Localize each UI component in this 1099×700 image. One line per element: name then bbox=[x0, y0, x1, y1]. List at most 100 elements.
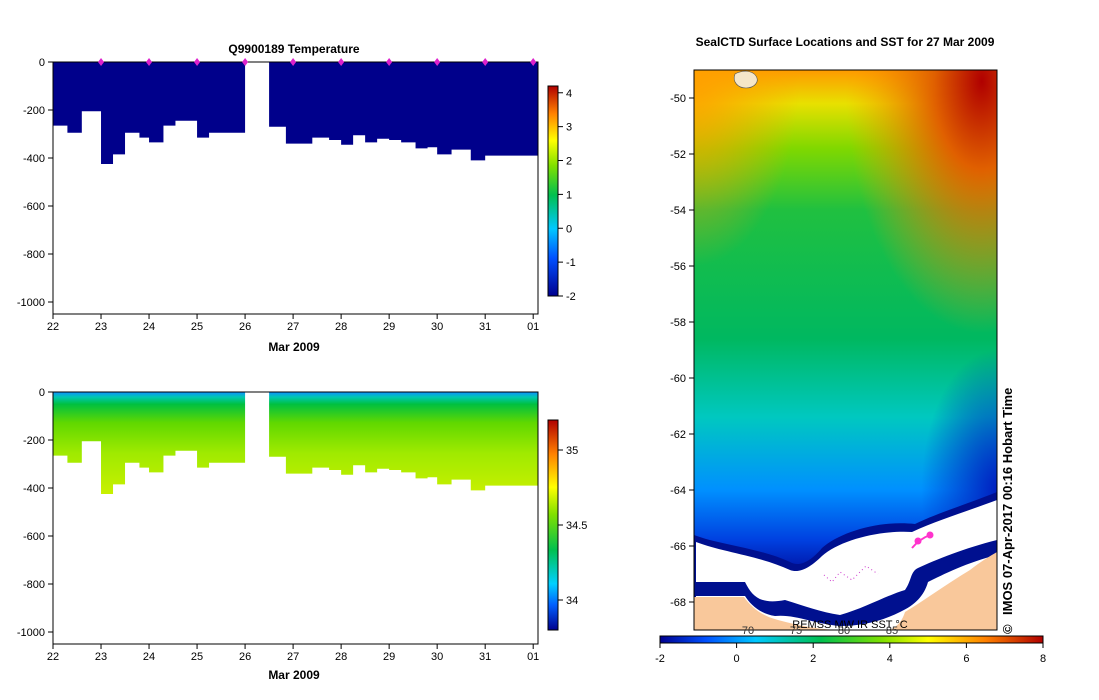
x-tick-label: 01 bbox=[527, 651, 539, 663]
colorbar-tick-label: 34.5 bbox=[566, 520, 587, 532]
map-y-tick-label: -60 bbox=[670, 373, 686, 385]
timestamp-label: IMOS 07-Apr-2017 00:16 Hobart Time bbox=[1000, 388, 1015, 615]
y-tick-label: 0 bbox=[39, 387, 45, 399]
sst-map-title: SealCTD Surface Locations and SST for 27… bbox=[696, 35, 995, 49]
map-y-tick-label: -56 bbox=[670, 261, 686, 273]
colorbar-tick-label: -1 bbox=[566, 257, 576, 269]
x-tick-label: 22 bbox=[47, 651, 59, 663]
salinity-axes: 22 23 24 25 26 27 28 29 30 31 01 0 -200 -400 -600 -800 -… bbox=[17, 387, 539, 663]
map-y-tick-label: -52 bbox=[670, 149, 686, 161]
x-tick-label: 28 bbox=[335, 651, 347, 663]
temperature-field bbox=[53, 62, 538, 164]
sst-overlay-tick-label: 70 bbox=[742, 625, 754, 637]
salinity-panel: 22 23 24 25 26 27 28 29 30 31 01 0 -200 -400 -600 -800 -… bbox=[17, 387, 588, 682]
sst-colorbar-tick-label: -2 bbox=[655, 653, 665, 665]
x-tick-label: 30 bbox=[431, 651, 443, 663]
track-point bbox=[914, 537, 922, 545]
sea-ice bbox=[696, 500, 997, 630]
y-tick-label: -200 bbox=[23, 105, 45, 117]
colorbar-tick-label: 4 bbox=[566, 88, 572, 100]
temperature-colorbar-ticks: -2 -1 0 1 2 3 4 bbox=[558, 88, 576, 303]
sst-colorbar-ticks: -2 0 2 4 6 8 70 75 80 85 bbox=[655, 625, 1046, 665]
y-tick-label: -400 bbox=[23, 483, 45, 495]
profile-mark bbox=[290, 58, 297, 66]
sst-colorbar-tick-label: 2 bbox=[810, 653, 816, 665]
sst-colorbar-tick-label: 0 bbox=[734, 653, 740, 665]
land-east bbox=[890, 552, 997, 630]
y-tick-label: -600 bbox=[23, 201, 45, 213]
sst-colorbar bbox=[659, 635, 1044, 644]
y-tick-label: -800 bbox=[23, 249, 45, 261]
sst-map-frame bbox=[693, 69, 998, 631]
y-tick-label: -800 bbox=[23, 579, 45, 591]
x-tick-label: 23 bbox=[95, 321, 107, 333]
sst-colorbar-tick-label: 6 bbox=[963, 653, 969, 665]
x-tick-label: 25 bbox=[191, 651, 203, 663]
sst-overlay-tick-label: 75 bbox=[790, 625, 802, 637]
x-tick-label: 01 bbox=[527, 321, 539, 333]
profile-mark bbox=[482, 58, 489, 66]
x-tick-label: 26 bbox=[239, 651, 251, 663]
island bbox=[733, 70, 758, 89]
y-tick-label: -400 bbox=[23, 153, 45, 165]
land-west bbox=[694, 597, 842, 630]
x-tick-label: 23 bbox=[95, 651, 107, 663]
y-tick-label: -200 bbox=[23, 435, 45, 447]
salinity-plot-frame bbox=[52, 391, 539, 645]
x-tick-label: 24 bbox=[143, 651, 155, 663]
coastal-band bbox=[694, 540, 997, 626]
temperature-axes: 22 23 24 25 26 27 28 29 30 31 01 0 -200 -400 -600 -800 -… bbox=[17, 57, 539, 333]
sst-overlay-tick-label: 85 bbox=[886, 625, 898, 637]
track-point bbox=[926, 531, 934, 539]
x-tick-label: 24 bbox=[143, 321, 155, 333]
map-y-tick-label: -50 bbox=[670, 93, 686, 105]
profile-mark bbox=[434, 58, 441, 66]
colorbar-tick-label: -2 bbox=[566, 291, 576, 303]
salinity-colorbar bbox=[547, 419, 559, 631]
colorbar-tick-label: 35 bbox=[566, 445, 578, 457]
sst-overlay-tick-label: 80 bbox=[838, 625, 850, 637]
y-tick-label: -1000 bbox=[17, 627, 45, 639]
map-y-tick-label: -62 bbox=[670, 429, 686, 441]
colorbar-tick-label: 3 bbox=[566, 122, 572, 134]
x-tick-label: 29 bbox=[383, 321, 395, 333]
map-y-tick-label: -64 bbox=[670, 485, 686, 497]
sst-credit: REMSS MW IR SST °C bbox=[792, 619, 907, 631]
x-tick-label: 31 bbox=[479, 321, 491, 333]
temperature-xlabel: Mar 2009 bbox=[268, 340, 320, 354]
y-tick-label: 0 bbox=[39, 57, 45, 69]
colorbar-tick-label: 34 bbox=[566, 595, 578, 607]
profile-mark bbox=[338, 58, 345, 66]
profile-mark bbox=[242, 58, 249, 66]
profile-mark bbox=[530, 58, 537, 66]
profile-mark bbox=[194, 58, 201, 66]
colorbar-tick-label: 0 bbox=[566, 223, 572, 235]
profile-mark bbox=[98, 58, 105, 66]
x-tick-label: 29 bbox=[383, 651, 395, 663]
copyright-symbol: © bbox=[1000, 624, 1015, 634]
salinity-colorbar-ticks: 34 34.5 35 bbox=[558, 445, 587, 607]
map-y-tick-label: -68 bbox=[670, 597, 686, 609]
map-y-tick-label: -58 bbox=[670, 317, 686, 329]
x-tick-label: 31 bbox=[479, 651, 491, 663]
salinity-field bbox=[53, 392, 538, 494]
temperature-panel: Q9900189 Temperature 22 23 24 25 26 27 28 29 30 3… bbox=[17, 42, 576, 354]
colorbar-tick-label: 2 bbox=[566, 156, 572, 168]
map-y-tick-label: -66 bbox=[670, 541, 686, 553]
temperature-colorbar bbox=[547, 85, 559, 297]
x-tick-label: 25 bbox=[191, 321, 203, 333]
profile-mark bbox=[386, 58, 393, 66]
sst-colorbar-tick-label: 8 bbox=[1040, 653, 1046, 665]
x-tick-label: 28 bbox=[335, 321, 347, 333]
colorbar-tick-label: 1 bbox=[566, 189, 572, 201]
sst-map-panel: SealCTD Surface Locations and SST for 27… bbox=[655, 35, 1046, 665]
x-tick-label: 30 bbox=[431, 321, 443, 333]
profile-mark bbox=[146, 58, 153, 66]
y-tick-label: -600 bbox=[23, 531, 45, 543]
temperature-title: Q9900189 Temperature bbox=[228, 42, 360, 56]
sst-colorbar-tick-label: 4 bbox=[887, 653, 893, 665]
y-tick-label: -1000 bbox=[17, 297, 45, 309]
sst-field bbox=[694, 70, 997, 630]
salinity-xlabel: Mar 2009 bbox=[268, 668, 320, 682]
